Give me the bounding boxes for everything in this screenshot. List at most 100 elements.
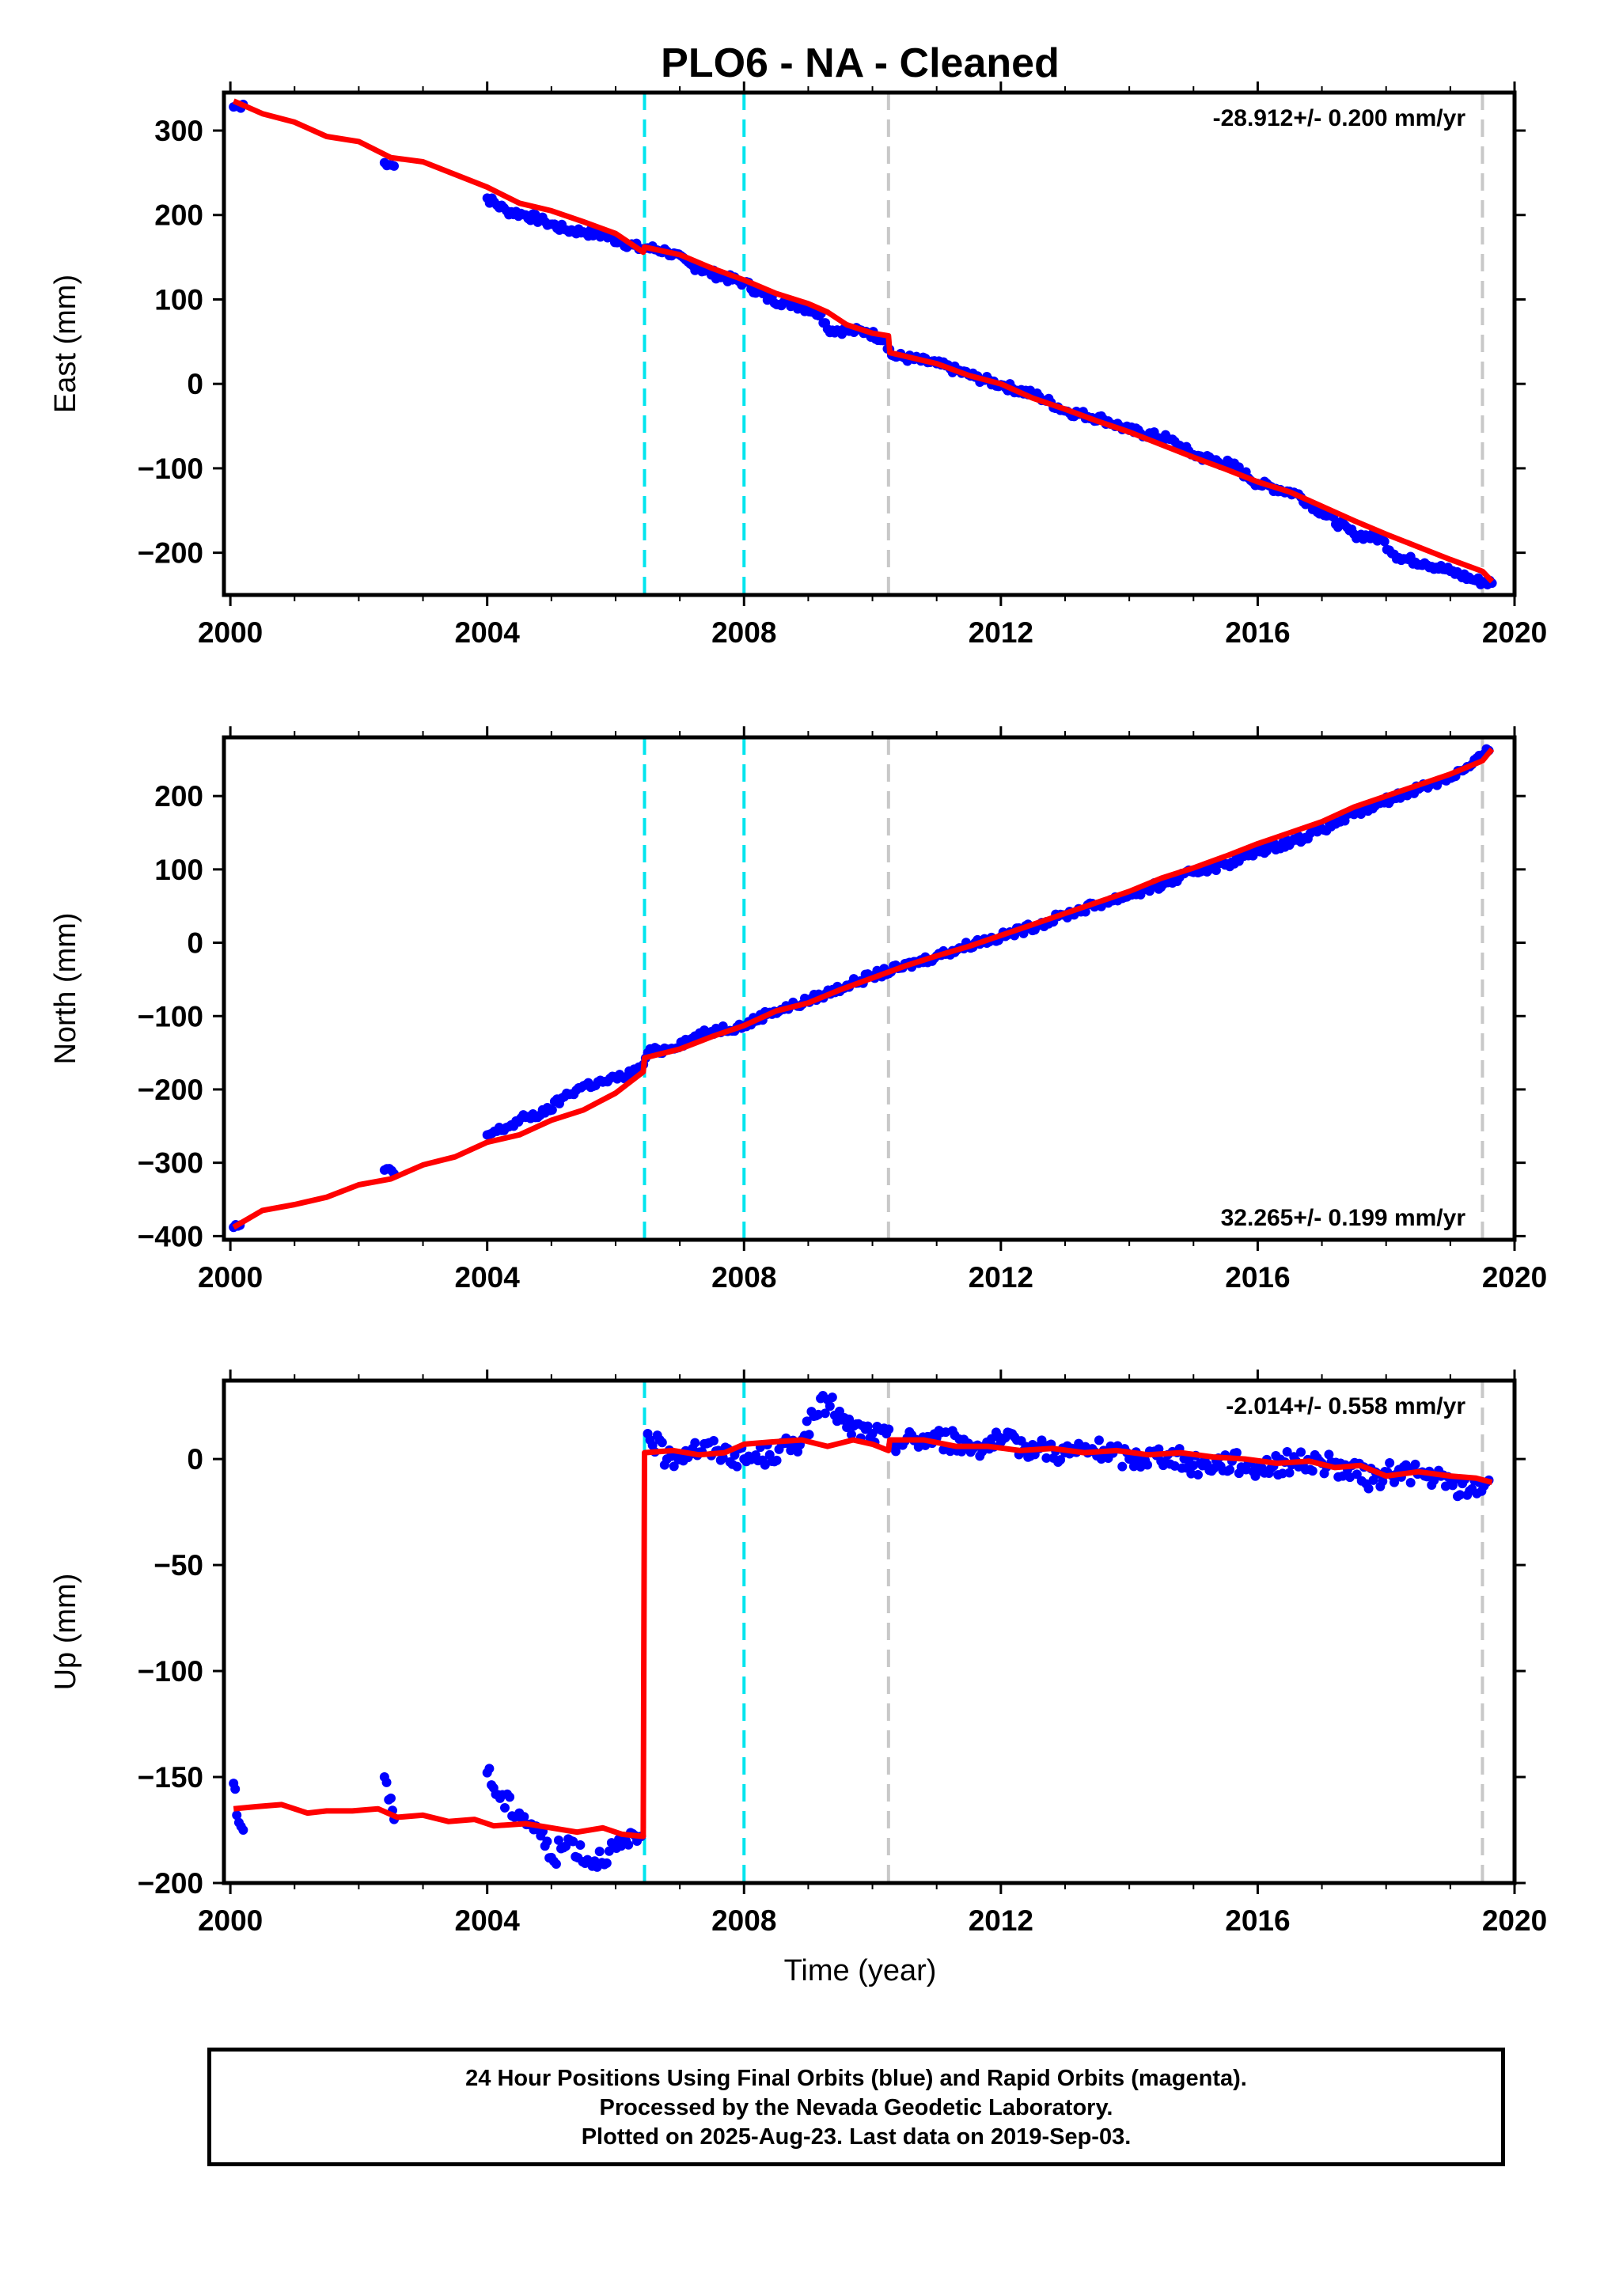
data-point: [1307, 1466, 1318, 1476]
y-tick-label: −200: [138, 537, 203, 570]
data-point: [1405, 1478, 1416, 1488]
rate-label: -2.014+/- 0.558 mm/yr: [1226, 1393, 1465, 1419]
data-point: [1094, 1435, 1104, 1445]
data-point: [594, 1847, 605, 1857]
daily-positions: [229, 1391, 1494, 1872]
x-tick-label: 2016: [1225, 1261, 1290, 1294]
y-tick-label: 0: [187, 1443, 203, 1476]
plot-area: [229, 737, 1495, 1240]
data-point: [820, 1408, 830, 1419]
data-point: [891, 1446, 901, 1457]
daily-positions: [229, 744, 1494, 1233]
data-point: [547, 1104, 557, 1115]
data-point: [884, 1424, 894, 1434]
panel-up: 2000 2004 2008 2012 2016 2020 0 −50 −100 −150 −200…: [49, 1370, 1547, 1937]
x-tick-label: 2020: [1482, 1261, 1547, 1294]
x-tick-label: 2004: [455, 616, 521, 649]
x-tick-label: 2012: [969, 1261, 1033, 1294]
y-tick-label: −100: [138, 1655, 203, 1688]
data-point: [1193, 1470, 1204, 1480]
data-point: [1041, 1453, 1052, 1463]
chart-title: PLO6 - NA - Cleaned: [661, 40, 1060, 86]
y-tick-label: −150: [138, 1761, 203, 1794]
data-point: [1390, 1477, 1400, 1487]
data-point: [669, 1461, 679, 1472]
y-tick-label: 100: [154, 283, 203, 316]
data-point: [772, 1455, 782, 1465]
x-tick-label: 2008: [711, 616, 776, 649]
data-point: [1455, 1490, 1465, 1500]
data-point: [834, 1406, 844, 1416]
panel-north: 2000 2004 2008 2012 2016 2020 200 100 0 −100 −200 −…: [49, 726, 1547, 1294]
x-axis-label: Time (year): [784, 1954, 937, 1987]
caption-line: 24 Hour Positions Using Final Orbits (bl…: [465, 2066, 1247, 2091]
y-tick-label: −100: [138, 453, 203, 485]
data-point: [760, 1460, 770, 1470]
data-point: [551, 1858, 561, 1869]
data-point: [1211, 866, 1221, 876]
data-point: [505, 1792, 515, 1802]
y-tick-label: 0: [187, 927, 203, 960]
x-tick-label: 2000: [198, 1261, 263, 1294]
data-point: [732, 1461, 742, 1472]
data-point: [1128, 1461, 1139, 1472]
data-point: [1096, 1454, 1106, 1464]
data-point: [601, 1858, 612, 1868]
data-point: [804, 1430, 814, 1440]
x-tick-label: 2016: [1225, 616, 1290, 649]
data-point: [519, 1812, 529, 1822]
data-point: [867, 1428, 878, 1438]
y-tick-label: 0: [187, 368, 203, 400]
y-tick-label: −200: [138, 1074, 203, 1106]
data-point: [1231, 1448, 1242, 1458]
x-tick-label: 2004: [455, 1904, 521, 1937]
data-point: [802, 1416, 812, 1426]
data-point: [847, 1430, 857, 1440]
data-point: [385, 1793, 396, 1803]
rate-label: -28.912+/- 0.200 mm/yr: [1213, 105, 1466, 131]
model-line: [232, 747, 1495, 1230]
data-point: [1143, 1460, 1153, 1470]
model-line: [232, 98, 1495, 584]
panels: 2000 2004 2008 2012 2016 2020 300 200 100 0 −100 −2…: [49, 81, 1547, 1937]
plot-frame: [222, 90, 1517, 597]
x-tick-label: 2012: [969, 616, 1033, 649]
x-tick-label: 2012: [969, 1904, 1033, 1937]
data-point: [1379, 536, 1390, 547]
data-point: [542, 1836, 552, 1847]
data-point: [708, 1435, 718, 1445]
caption-line: Processed by the Nevada Geodetic Laborat…: [599, 2095, 1113, 2120]
data-point: [1056, 1455, 1066, 1465]
y-tick-label: 300: [154, 115, 203, 147]
data-point: [1410, 1459, 1420, 1469]
y-axis-label: Up (mm): [49, 1574, 82, 1691]
data-point: [1324, 1449, 1334, 1460]
y-tick-label: 200: [154, 780, 203, 813]
daily-positions: [229, 99, 1497, 589]
model-line: [233, 1437, 1493, 1839]
plot-frame: [222, 1378, 1517, 1885]
x-tick-label: 2008: [711, 1261, 776, 1294]
caption-line: Plotted on 2025-Aug-23. Last data on 201…: [581, 2124, 1132, 2150]
x-tick-label: 2016: [1225, 1904, 1290, 1937]
data-point: [575, 1840, 586, 1851]
data-point: [1352, 1469, 1362, 1480]
data-point: [690, 1438, 700, 1448]
y-tick-label: −100: [138, 1000, 203, 1032]
y-tick-label: −200: [138, 1867, 203, 1900]
x-tick-label: 2000: [198, 616, 263, 649]
x-tick-label: 2008: [711, 1904, 776, 1937]
x-tick-label: 2004: [455, 1261, 521, 1294]
caption-box: 24 Hour Positions Using Final Orbits (bl…: [207, 2048, 1505, 2166]
x-tick-label: 2020: [1482, 616, 1547, 649]
data-point: [389, 161, 400, 171]
data-point: [1117, 1461, 1128, 1472]
data-point: [568, 1836, 578, 1847]
data-point: [842, 1422, 852, 1432]
data-point: [1363, 1483, 1374, 1494]
y-tick-label: −400: [138, 1220, 203, 1252]
data-point: [230, 1784, 241, 1794]
y-axis-label: East (mm): [49, 275, 82, 413]
y-tick-label: −50: [154, 1549, 203, 1582]
data-point: [1385, 1458, 1395, 1468]
